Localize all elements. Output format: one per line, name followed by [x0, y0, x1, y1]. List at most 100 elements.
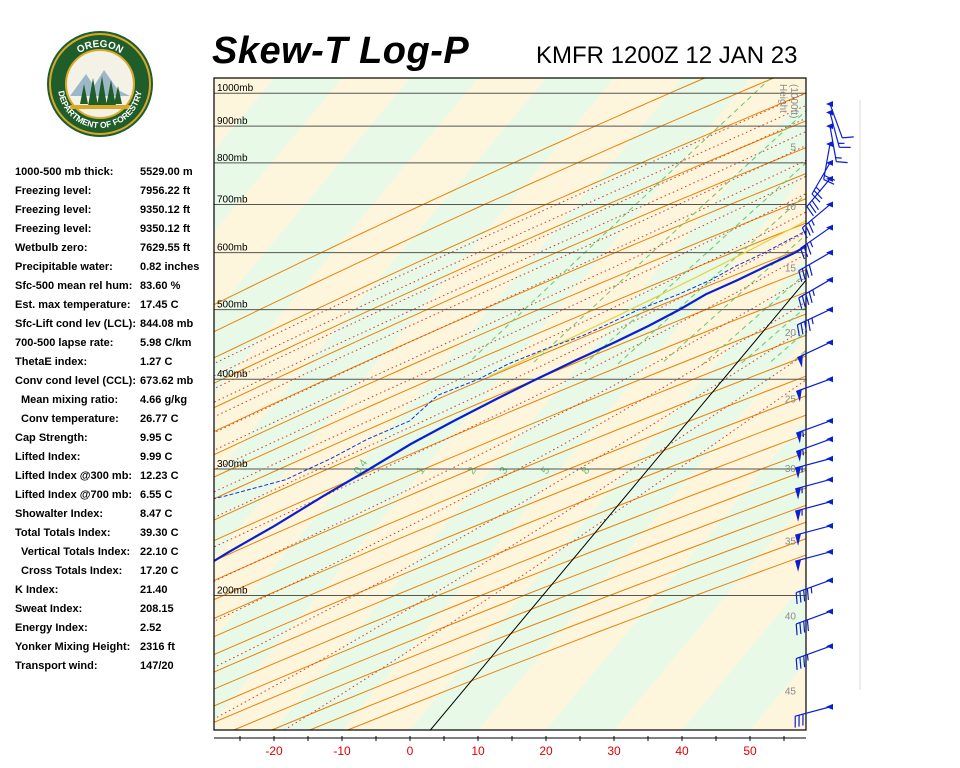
moist-adiabat [214, 276, 806, 582]
stat-label: Lifted Index: [15, 451, 81, 463]
stat-label: Freezing level: [15, 204, 92, 216]
dry-adiabat [214, 198, 806, 456]
pressure-label: 900mb [217, 116, 248, 127]
moist-adiabat [214, 231, 806, 519]
dry-adiabat [214, 334, 806, 582]
height-axis-title: Height [777, 84, 788, 113]
height-tick-label: 15 [785, 264, 797, 275]
mixing-ratio-label: 1 [414, 465, 427, 477]
pressure-label: 500mb [217, 300, 248, 311]
wind-barb [826, 101, 854, 139]
dry-adiabat [214, 147, 806, 409]
wind-barb [795, 608, 833, 636]
stat-label: K Index: [15, 584, 59, 596]
stat-label: Sweat Index: [15, 603, 83, 615]
stat-value: 147/20 [140, 660, 174, 672]
isotherm-band [342, 174, 806, 730]
plot-area: 0.4 1 2 3 5 8 [0, 78, 806, 730]
wind-barb [795, 476, 833, 500]
stat-label: Cross Totals Index: [21, 565, 123, 577]
wind-barb [794, 703, 833, 728]
wind-barb [801, 201, 833, 239]
stat-value: 9350.12 ft [140, 204, 191, 216]
wind-barb [795, 643, 833, 670]
dry-adiabat [214, 78, 774, 333]
pressure-label: 1000mb [217, 83, 254, 94]
x-tick-label: 30 [607, 744, 621, 758]
stat-value: 12.23 C [140, 470, 179, 482]
pressure-label: 300mb [217, 459, 248, 470]
wind-barb [798, 249, 833, 282]
stat-label: Transport wind: [15, 660, 98, 672]
x-tick-label: 40 [675, 744, 689, 758]
station-time-label: KMFR 1200Z 12 JAN 23 [536, 42, 798, 69]
dry-adiabat [214, 291, 806, 542]
dry-adiabat [214, 120, 806, 384]
dry-adiabat [214, 173, 806, 433]
dry-adiabat [214, 246, 806, 500]
moist-adiabat [214, 104, 806, 377]
stat-value: 9.99 C [140, 451, 173, 463]
stat-label: 1000-500 mb thick: [15, 166, 114, 178]
mixing-ratio-line [584, 162, 806, 365]
stat-value: 83.60 % [140, 280, 181, 292]
wind-barb [826, 109, 851, 148]
isotherm-band [0, 78, 2, 730]
moist-adiabat [214, 117, 806, 390]
isotherm-band [0, 78, 138, 730]
stat-value: 2316 ft [140, 641, 175, 653]
stat-label: Conv cond level (CCL): [15, 375, 137, 387]
wind-barb [826, 123, 848, 164]
dry-adiabat [214, 269, 806, 521]
stat-value: 8.47 C [140, 508, 173, 520]
isotherm-band [214, 78, 683, 639]
wind-barb [795, 522, 833, 546]
pressure-label: 600mb [217, 243, 248, 254]
height-tick-label: 20 [785, 328, 797, 339]
isotherm-band [214, 78, 806, 730]
stat-label: Sfc-500 mean rel hum: [15, 280, 133, 292]
stat-label: Lifted Index @300 mb: [15, 470, 133, 482]
stat-label: Est. max temperature: [15, 299, 131, 311]
wind-barb [797, 339, 833, 368]
stat-label: Vertical Totals Index: [21, 546, 131, 558]
stat-label: Precipitable water: [15, 261, 113, 273]
stat-value: 844.08 mb [140, 318, 194, 330]
height-tick-label: 40 [785, 612, 797, 623]
wind-barb [795, 455, 833, 479]
pressure-label: 700mb [217, 195, 248, 206]
mixing-ratio-line [660, 234, 806, 365]
stat-value: 17.20 C [140, 565, 179, 577]
height-tick-label: 35 [785, 537, 797, 548]
stat-value: 5529.00 m [140, 166, 193, 178]
stat-label: Showalter Index: [15, 508, 104, 520]
x-tick-label: -10 [333, 744, 351, 758]
stat-value: 208.15 [140, 603, 174, 615]
pressure-label: 800mb [217, 153, 248, 164]
dry-adiabat [214, 395, 806, 638]
height-axis-subtitle: (1000ft) [788, 84, 799, 118]
wind-barbs [794, 100, 861, 728]
dry-adiabat [214, 92, 806, 359]
stat-label: Freezing level: [15, 185, 92, 197]
height-tick-label: 25 [785, 395, 797, 406]
stat-label: Cap Strength: [15, 432, 88, 444]
isotherm-band [614, 500, 806, 730]
wind-barb [795, 376, 833, 402]
wind-barb [795, 577, 833, 605]
wind-barb [823, 140, 836, 185]
mixing-ratio-line [789, 349, 806, 365]
logo-top-text: OREGON [75, 39, 125, 56]
parcel-path [489, 220, 806, 377]
stat-value: 9350.12 ft [140, 223, 191, 235]
plot-frame [213, 77, 807, 731]
dry-adiabat [214, 355, 806, 601]
x-tick-label: -20 [265, 744, 283, 758]
x-tick-label: 20 [539, 744, 553, 758]
mixing-ratio-label: 2 [466, 465, 479, 477]
stat-value: 9.95 C [140, 432, 173, 444]
mixing-ratio-line [617, 193, 806, 365]
moist-adiabat [284, 379, 806, 730]
stat-value: 6.55 C [140, 489, 173, 501]
stat-value: 4.66 g/kg [140, 394, 188, 406]
